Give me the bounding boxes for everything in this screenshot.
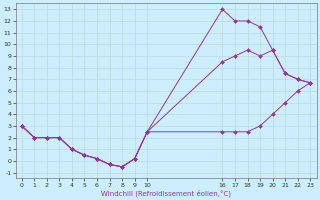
X-axis label: Windchill (Refroidissement éolien,°C): Windchill (Refroidissement éolien,°C) (101, 189, 231, 197)
